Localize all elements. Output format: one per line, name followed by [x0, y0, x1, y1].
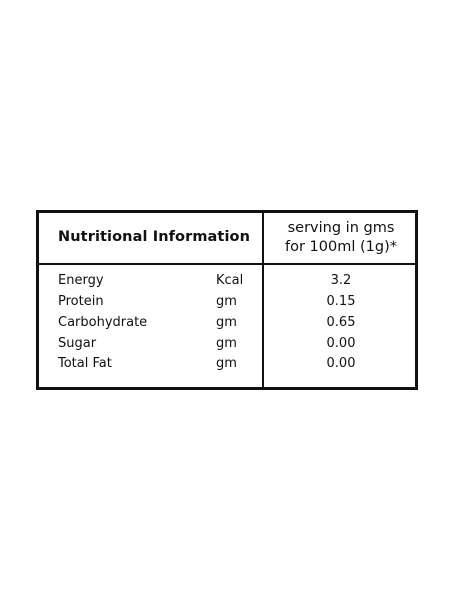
nutrient-unit: Kcal	[216, 273, 244, 288]
serving-header-line-1: serving in gms	[287, 220, 395, 236]
table-title: Nutritional Information	[58, 229, 251, 245]
column-divider	[262, 213, 264, 387]
table-row: Sugar gm 0.00	[39, 336, 415, 356]
nutrient-unit: gm	[216, 294, 237, 309]
table-row: Carbohydrate gm 0.65	[39, 315, 415, 335]
nutrition-table: Nutritional Information serving in gms f…	[36, 210, 418, 390]
nutrient-value: 0.65	[326, 315, 356, 330]
table-row: Total Fat gm 0.00	[39, 356, 415, 376]
nutrient-value: 0.00	[326, 336, 356, 351]
serving-header-line-2: for 100ml (1g)*	[285, 239, 397, 255]
table-row: Energy Kcal 3.2	[39, 273, 415, 293]
nutrient-value: 3.2	[330, 273, 352, 288]
nutrient-value: 0.00	[326, 356, 356, 371]
nutrient-name: Energy	[58, 273, 104, 288]
nutrient-unit: gm	[216, 356, 237, 371]
table-row: Protein gm 0.15	[39, 294, 415, 314]
nutrient-unit: gm	[216, 315, 237, 330]
nutrient-name: Total Fat	[58, 356, 112, 371]
header-divider	[39, 263, 415, 265]
nutrient-unit: gm	[216, 336, 237, 351]
nutrient-name: Sugar	[58, 336, 97, 351]
nutrient-name: Protein	[58, 294, 104, 309]
nutrient-name: Carbohydrate	[58, 315, 148, 330]
nutrient-value: 0.15	[326, 294, 356, 309]
